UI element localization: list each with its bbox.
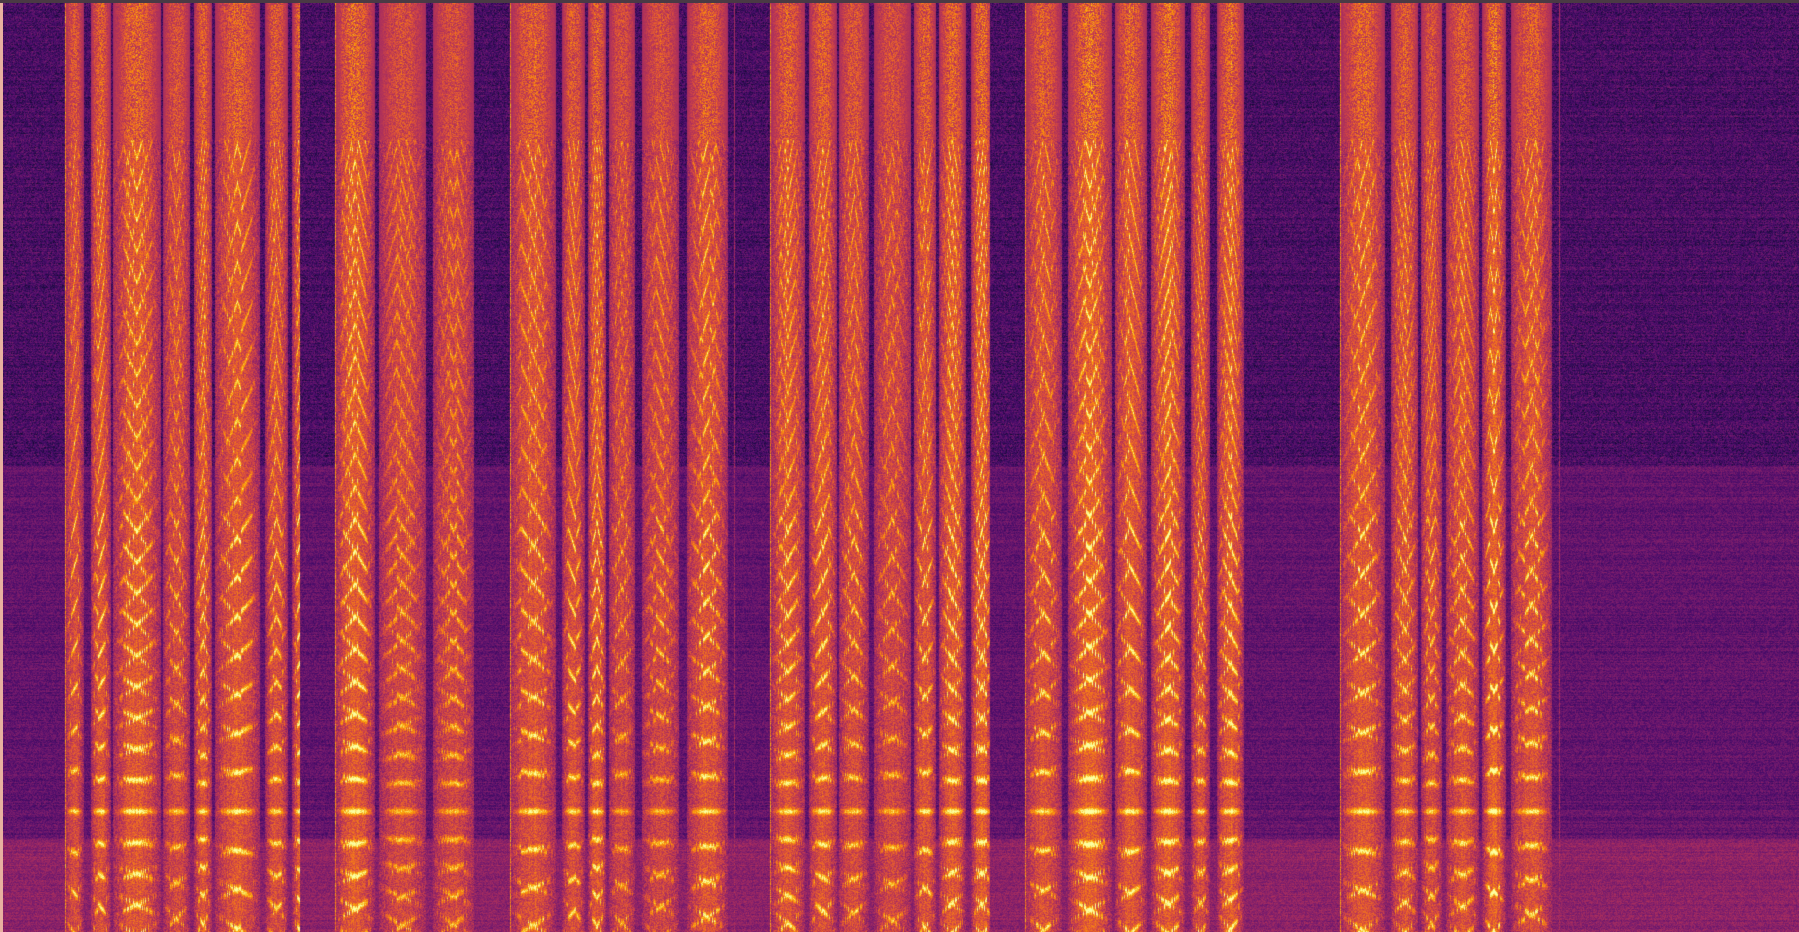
top-border [0,0,1799,3]
left-border [0,0,3,932]
